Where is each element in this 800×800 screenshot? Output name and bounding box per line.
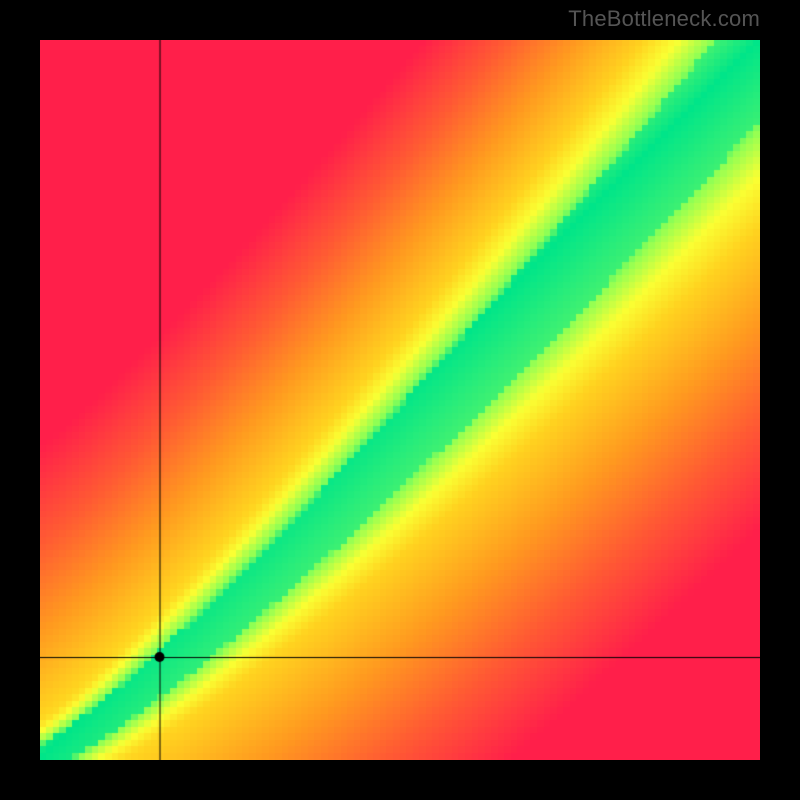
watermark-text: TheBottleneck.com — [568, 6, 760, 32]
chart-frame: TheBottleneck.com — [0, 0, 800, 800]
bottleneck-heatmap — [40, 40, 760, 760]
